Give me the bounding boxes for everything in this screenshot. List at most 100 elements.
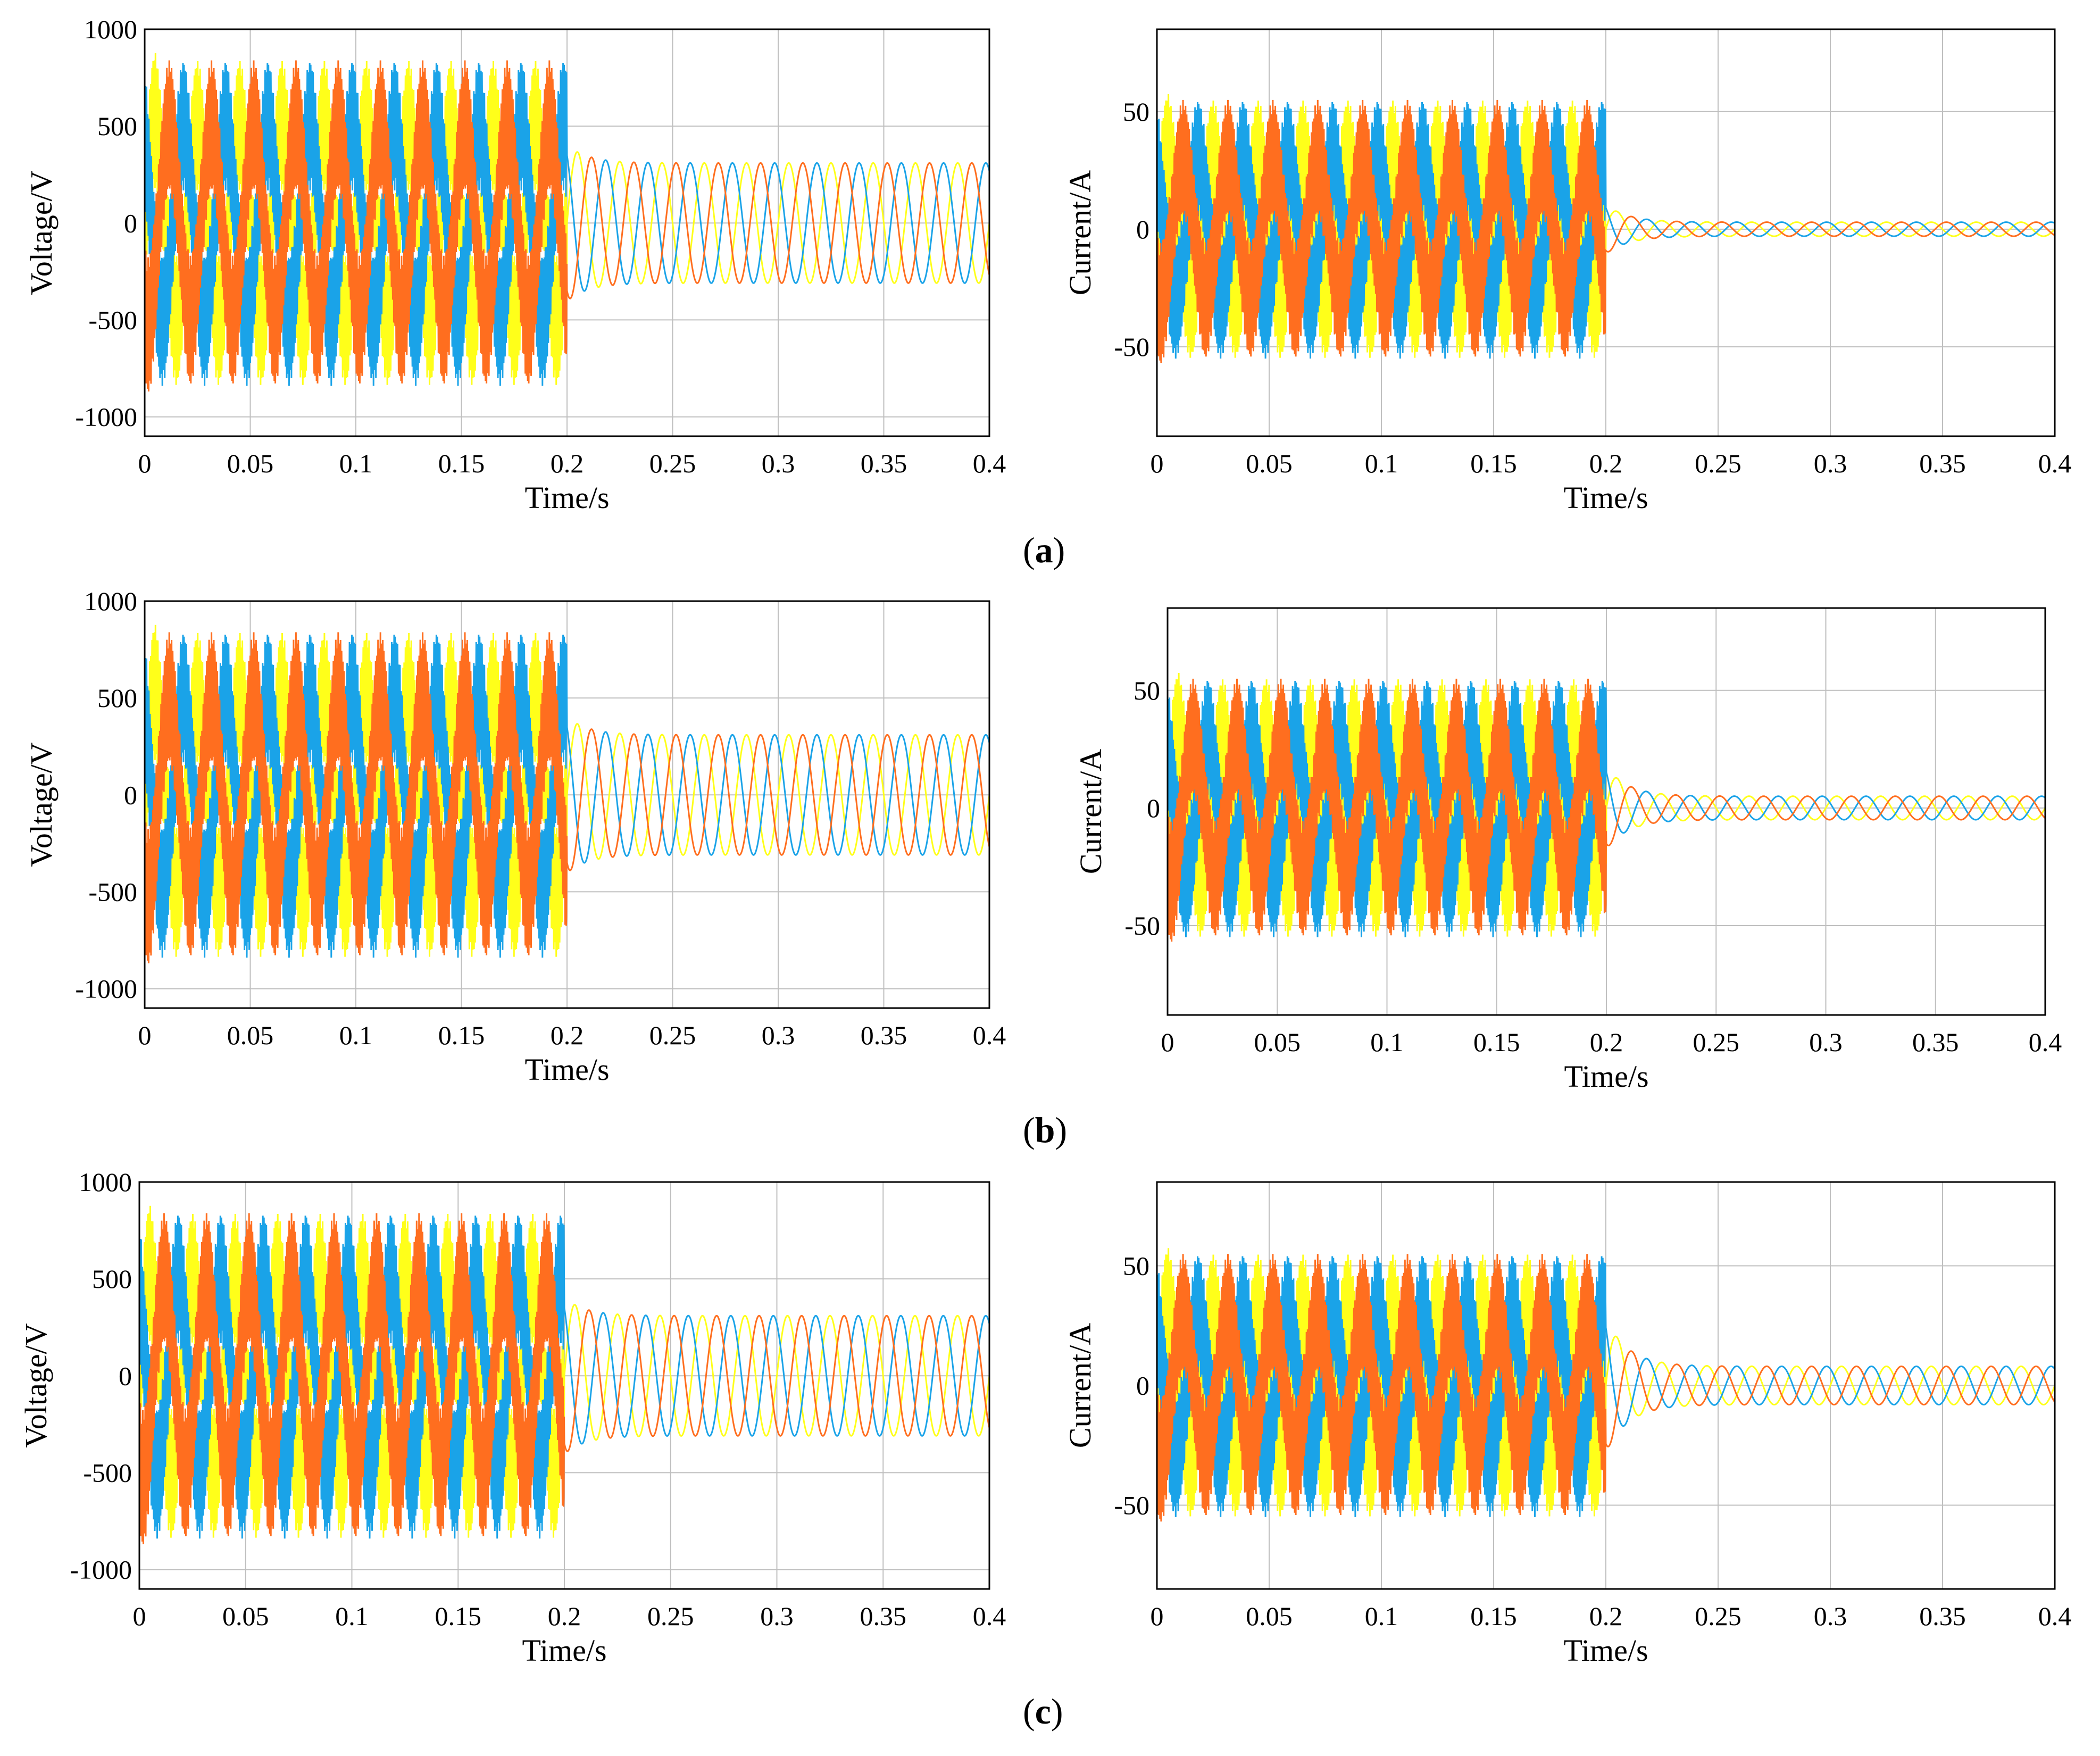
y-axis-label: Current/A xyxy=(1063,1323,1097,1448)
x-tick-label: 0.4 xyxy=(2029,1027,2062,1057)
x-tick-label: 0.05 xyxy=(1246,448,1293,478)
y-tick-label: -500 xyxy=(88,877,137,906)
x-tick-label: 0 xyxy=(1151,1601,1164,1631)
x-tick-label: 0.35 xyxy=(1919,1601,1966,1631)
y-tick-label: 0 xyxy=(1136,214,1149,244)
series-phase-c xyxy=(1157,1256,2055,1517)
series-phase-c xyxy=(145,635,989,958)
series-phase-c xyxy=(1157,102,2055,359)
y-tick-label: -1000 xyxy=(75,402,137,432)
series-phase-c xyxy=(1168,680,2045,938)
x-tick-label: 0.15 xyxy=(438,1020,485,1050)
x-tick-label: 0.25 xyxy=(1695,448,1741,478)
x-tick-label: 0.25 xyxy=(1693,1027,1740,1057)
x-tick-label: 0.15 xyxy=(1470,448,1517,478)
y-tick-label: -1000 xyxy=(70,1555,132,1585)
plot-area xyxy=(145,53,989,392)
x-tick-label: 0.1 xyxy=(339,1020,373,1050)
x-tick-label: 0.3 xyxy=(1809,1027,1843,1057)
panel-label-c-letter: c xyxy=(1035,1691,1051,1732)
chart-c-voltage: 0 0.05 0.1 0.15 0.2 0.25 0.3 0.35 0.4 -1000 -500 0 5… xyxy=(19,1167,1006,1668)
x-tick-label: 0.2 xyxy=(1590,1027,1623,1057)
y-tick-label: -50 xyxy=(1114,1491,1149,1520)
x-tick-label: 0.3 xyxy=(762,448,795,478)
y-tick-label: 0 xyxy=(1147,793,1160,823)
x-tick-label: 0.1 xyxy=(1365,448,1398,478)
y-axis-label: Current/A xyxy=(1073,749,1108,874)
x-tick-label: 0.25 xyxy=(649,448,696,478)
y-tick-label: 0 xyxy=(124,208,137,238)
plot-frame xyxy=(138,1181,990,1590)
x-tick-label: 0.3 xyxy=(1814,448,1847,478)
series-phase-b xyxy=(1168,678,2045,942)
panel-label-a-letter: a xyxy=(1035,530,1053,570)
x-tick-label: 0.4 xyxy=(2038,1601,2072,1631)
series-phase-a xyxy=(1157,94,2055,358)
y-tick-label: -1000 xyxy=(75,974,137,1004)
series-phase-c xyxy=(139,1216,989,1539)
x-tick-label: 0 xyxy=(1151,448,1164,478)
x-tick-label: 0.4 xyxy=(973,448,1006,478)
y-tick-label: -500 xyxy=(83,1458,132,1487)
x-tick-label: 0.25 xyxy=(1695,1601,1741,1631)
series-phase-b xyxy=(1157,99,2055,363)
series-phase-a xyxy=(145,625,989,957)
panel-label-c-close: ) xyxy=(1051,1691,1063,1732)
x-tick-label: 0.15 xyxy=(438,448,485,478)
series-phase-b xyxy=(145,632,989,963)
x-tick-label: 0 xyxy=(1161,1027,1174,1057)
x-tick-label: 0.35 xyxy=(860,1601,907,1631)
x-tick-label: 0.35 xyxy=(861,1020,907,1050)
series-phase-c xyxy=(145,63,989,386)
x-tick-label: 0.4 xyxy=(973,1020,1006,1050)
x-tick-label: 0.1 xyxy=(335,1601,369,1631)
x-axis-label: Time/s xyxy=(1563,1633,1648,1668)
x-tick-label: 0.35 xyxy=(861,448,907,478)
x-axis-label: Time/s xyxy=(524,480,609,515)
plot-area xyxy=(145,625,989,963)
x-tick-label: 0.2 xyxy=(1589,448,1623,478)
y-axis-label: Voltage/V xyxy=(19,1323,53,1447)
x-axis-label: Time/s xyxy=(522,1633,606,1668)
y-tick-label: 0 xyxy=(124,780,137,810)
y-axis-label: Voltage/V xyxy=(24,742,59,867)
x-tick-label: 0.4 xyxy=(973,1601,1006,1631)
y-tick-label: 1000 xyxy=(84,14,137,44)
x-tick-label: 0.15 xyxy=(435,1601,482,1631)
y-tick-label: 500 xyxy=(97,111,137,141)
series-phase-a xyxy=(1168,672,2045,937)
y-tick-label: 50 xyxy=(1123,1251,1149,1281)
x-tick-label: 0.1 xyxy=(1365,1601,1398,1631)
x-tick-label: 0.4 xyxy=(2038,448,2072,478)
x-tick-label: 0.05 xyxy=(227,448,274,478)
panel-label-a-open: ( xyxy=(1023,530,1035,570)
y-tick-label: 50 xyxy=(1123,97,1149,127)
plot-frame xyxy=(144,28,990,437)
y-tick-label: -50 xyxy=(1114,332,1149,362)
plot-area xyxy=(1157,1248,2055,1522)
series-phase-a xyxy=(139,1205,989,1538)
x-axis-label: Time/s xyxy=(1564,1059,1648,1094)
panel-label-b-letter: b xyxy=(1035,1110,1055,1150)
panel-label-b-close: ) xyxy=(1055,1110,1068,1150)
x-tick-label: 0.05 xyxy=(222,1601,269,1631)
x-tick-label: 0.25 xyxy=(647,1601,694,1631)
panel-label-c: (c) xyxy=(1023,1691,1063,1733)
x-tick-label: 0.3 xyxy=(762,1020,795,1050)
chart-a-current: 0 0.05 0.1 0.15 0.2 0.25 0.3 0.35 0.4 -50 0 50 Time/… xyxy=(1063,28,2072,515)
plot-frame xyxy=(1156,28,2056,437)
x-tick-label: 0.35 xyxy=(1919,448,1966,478)
x-tick-label: 0.05 xyxy=(1246,1601,1293,1631)
panel-label-c-open: ( xyxy=(1023,1691,1035,1732)
series-phase-b xyxy=(1157,1254,2055,1522)
y-tick-label: 1000 xyxy=(79,1167,132,1197)
x-tick-label: 0 xyxy=(138,448,152,478)
x-axis-label: Time/s xyxy=(1563,480,1648,515)
x-tick-label: 0 xyxy=(138,1020,152,1050)
x-tick-label: 0.05 xyxy=(1254,1027,1301,1057)
panel-label-b-open: ( xyxy=(1023,1110,1035,1150)
series-phase-a xyxy=(145,53,989,385)
y-tick-label: 1000 xyxy=(84,586,137,616)
plot-area xyxy=(1168,672,2045,942)
